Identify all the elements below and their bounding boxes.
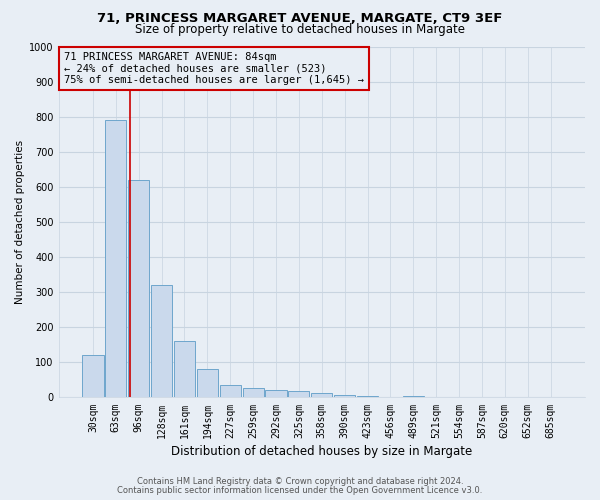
Bar: [357, 396, 378, 398]
Bar: [197, 370, 218, 398]
Text: Contains HM Land Registry data © Crown copyright and database right 2024.: Contains HM Land Registry data © Crown c…: [137, 477, 463, 486]
Bar: [174, 342, 195, 398]
Bar: [220, 385, 241, 398]
Bar: [289, 392, 310, 398]
Text: Contains public sector information licensed under the Open Government Licence v3: Contains public sector information licen…: [118, 486, 482, 495]
X-axis label: Distribution of detached houses by size in Margate: Distribution of detached houses by size …: [171, 444, 472, 458]
Text: 71 PRINCESS MARGARET AVENUE: 84sqm
← 24% of detached houses are smaller (523)
75: 71 PRINCESS MARGARET AVENUE: 84sqm ← 24%…: [64, 52, 364, 86]
Y-axis label: Number of detached properties: Number of detached properties: [15, 140, 25, 304]
Text: 71, PRINCESS MARGARET AVENUE, MARGATE, CT9 3EF: 71, PRINCESS MARGARET AVENUE, MARGATE, C…: [97, 12, 503, 26]
Bar: [403, 396, 424, 398]
Bar: [82, 356, 104, 398]
Bar: [334, 395, 355, 398]
Bar: [265, 390, 287, 398]
Bar: [242, 388, 263, 398]
Bar: [311, 393, 332, 398]
Bar: [128, 180, 149, 398]
Bar: [151, 285, 172, 398]
Text: Size of property relative to detached houses in Margate: Size of property relative to detached ho…: [135, 22, 465, 36]
Bar: [106, 120, 127, 398]
